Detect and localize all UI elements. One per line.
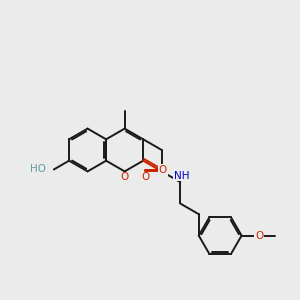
Text: O: O <box>121 172 129 182</box>
Text: O: O <box>141 172 149 182</box>
Text: NH: NH <box>174 171 190 181</box>
Text: O: O <box>255 231 264 241</box>
Text: HO: HO <box>29 164 46 175</box>
Text: O: O <box>158 165 167 175</box>
